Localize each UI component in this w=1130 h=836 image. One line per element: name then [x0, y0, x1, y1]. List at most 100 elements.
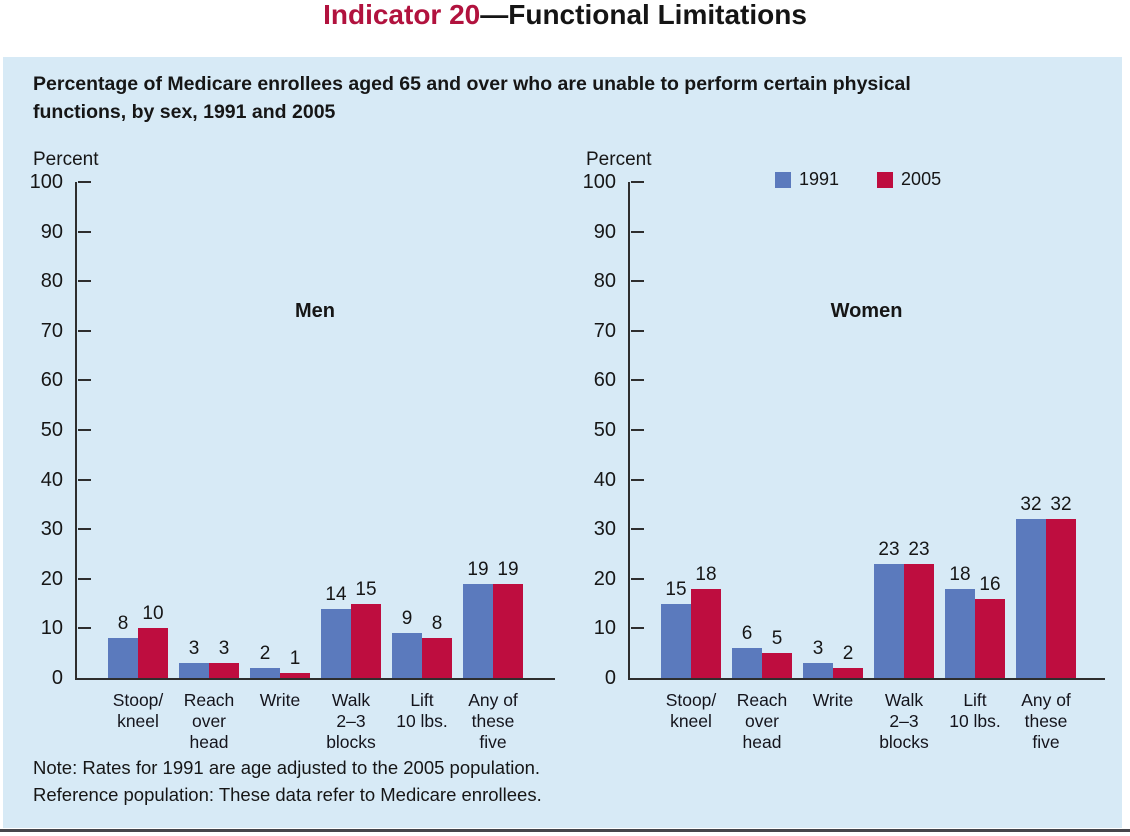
- bar-1991: [392, 633, 422, 678]
- y-tick-label: 70: [40, 319, 63, 342]
- y-axis-tick: [631, 429, 644, 431]
- x-category-label-line: Reach: [736, 690, 788, 710]
- page-title-rest: —Functional Limitations: [480, 0, 807, 30]
- bar-value-label: 3: [218, 638, 230, 659]
- y-tick-label: 70: [593, 319, 616, 342]
- chart-title: Women: [830, 300, 903, 322]
- legend-label-2005: 2005: [901, 169, 942, 189]
- notes: Note: Rates for 1991 are age adjusted to…: [33, 754, 542, 808]
- y-axis-tick: [631, 478, 644, 481]
- bar-value-label: 18: [949, 564, 971, 585]
- x-category-label-line: 10 lbs.: [396, 711, 448, 731]
- x-category-label-line: these: [1024, 711, 1068, 731]
- bar-2005: [904, 564, 934, 678]
- bar-value-label: 8: [117, 613, 129, 634]
- x-category-label-line: Walk: [884, 690, 924, 710]
- x-category-label-line: these: [471, 711, 515, 731]
- bar-1991: [321, 609, 351, 678]
- y-tick-label: 90: [593, 220, 616, 243]
- legend-swatch-1991-icon: [775, 171, 791, 188]
- y-tick-label: 30: [593, 518, 616, 541]
- note-line-2: Reference population: These data refer t…: [33, 784, 542, 805]
- bar-value-label: 2: [842, 643, 854, 664]
- y-tick-label: 30: [40, 518, 63, 541]
- x-category-label-line: Stoop/: [665, 690, 717, 710]
- x-axis-line: [628, 678, 1105, 680]
- y-axis-tick: [78, 528, 91, 531]
- x-category-label-line: 10 lbs.: [949, 711, 1001, 731]
- y-tick-label: 40: [40, 468, 63, 491]
- x-category-label-line: five: [1032, 732, 1060, 752]
- y-tick-label: 0: [51, 667, 63, 689]
- bar-2005: [493, 584, 523, 678]
- y-axis-tick: [78, 577, 91, 580]
- y-axis-tick: [631, 577, 644, 580]
- bar-value-label: 2: [259, 643, 271, 664]
- chart-panel: Percentage of Medicare enrollees aged 65…: [3, 57, 1122, 828]
- x-category-label: Walk 2–3 blocks: [859, 690, 949, 753]
- y-tick-label: 10: [40, 617, 63, 640]
- x-category-label: Reach over head: [717, 690, 807, 753]
- bar-1991: [108, 638, 138, 678]
- bar-1991: [463, 584, 493, 678]
- x-category-label-line: blocks: [326, 732, 376, 752]
- bar-value-label: 10: [142, 603, 164, 624]
- x-category-label: Write: [235, 690, 325, 711]
- chart-subtitle: Percentage of Medicare enrollees aged 65…: [33, 70, 1108, 126]
- x-category-label-line: Stoop/: [112, 690, 164, 710]
- x-category-label-line: Walk: [331, 690, 371, 710]
- y-tick-label: 50: [40, 419, 63, 441]
- bar-value-label: 3: [188, 638, 200, 659]
- x-category-label: Any of these five: [1001, 690, 1091, 753]
- y-axis-title: Percent: [586, 149, 652, 170]
- bar-1991: [1016, 519, 1046, 678]
- men-chart: Percent 0 10 20 30 40 50 60 70 80 90 100 Men 8 10 Stoop…: [30, 149, 555, 752]
- x-category-label-line: blocks: [879, 732, 929, 752]
- x-category-label-line: kneel: [670, 711, 712, 731]
- bar-2005: [691, 589, 721, 678]
- bar-value-label: 8: [431, 613, 443, 634]
- y-tick-label: 20: [593, 567, 616, 590]
- women-chart: Percent 0 10 20 30 40 50 60 70 80 90 100 Women 15 18 St…: [583, 149, 1105, 752]
- x-category-label-line: 2–3: [889, 711, 919, 731]
- bar-2005: [833, 668, 863, 678]
- y-axis-line: [628, 182, 630, 680]
- bar-value-label: 19: [497, 559, 519, 580]
- y-tick-label: 10: [593, 617, 616, 640]
- bar-2005: [138, 628, 168, 678]
- bar-2005: [351, 604, 381, 678]
- x-category-label: Reach over head: [164, 690, 254, 753]
- bar-1991: [874, 564, 904, 678]
- x-category-label: Lift 10 lbs.: [930, 690, 1020, 732]
- legend-swatch-2005-icon: [877, 171, 894, 188]
- x-category-label-line: Write: [259, 690, 301, 710]
- x-category-label-line: 2–3: [336, 711, 366, 731]
- x-axis-line: [75, 678, 555, 680]
- x-category-label: Stoop/kneel: [93, 690, 183, 732]
- legend-label-1991: 1991: [799, 169, 840, 189]
- bar-value-label: 23: [878, 539, 900, 560]
- y-axis-tick: [631, 627, 644, 630]
- bar-value-label: 16: [979, 574, 1001, 595]
- bar-2005: [1046, 519, 1076, 678]
- bar-value-label: 19: [467, 559, 489, 580]
- bar-value-label: 15: [355, 579, 377, 600]
- bar-value-label: 5: [771, 628, 783, 649]
- bar-2005: [422, 638, 452, 678]
- bar-2005: [209, 663, 239, 678]
- x-category-label: Write: [788, 690, 878, 711]
- y-axis-tick: [78, 627, 91, 630]
- bar-value-label: 32: [1020, 494, 1042, 515]
- bar-value-label: 1: [289, 648, 301, 669]
- x-category-label-line: kneel: [117, 711, 159, 731]
- x-category-label: Any of these five: [448, 690, 538, 753]
- bottom-rule: [0, 829, 1130, 832]
- bar-1991: [250, 668, 280, 678]
- page-title: Indicator 20—Functional Limitations: [0, 0, 1130, 33]
- chart-subtitle-line-2: functions, by sex, 1991 and 2005: [33, 101, 336, 123]
- x-category-label-line: head: [742, 732, 782, 752]
- legend: 1991 2005: [775, 169, 941, 190]
- bar-value-label: 32: [1050, 494, 1072, 515]
- y-axis-tick: [78, 230, 91, 233]
- bar-1991: [803, 663, 833, 678]
